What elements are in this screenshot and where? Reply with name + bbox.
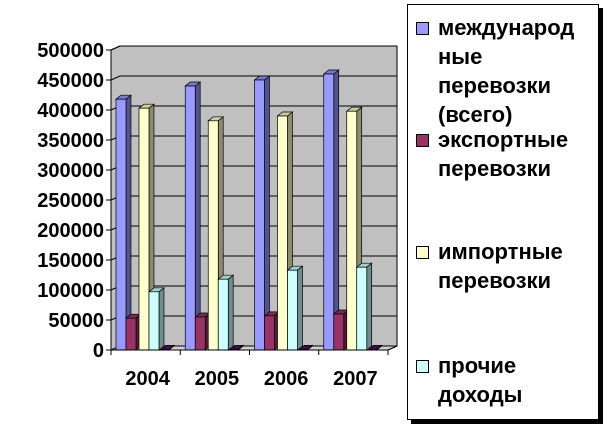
bar-other-2005 bbox=[217, 274, 235, 351]
y-tick-label: 500000 bbox=[37, 40, 104, 62]
gridline bbox=[110, 75, 397, 81]
legend-item-export: экспортные перевозки bbox=[416, 125, 594, 185]
legend-swatch-international bbox=[416, 22, 429, 35]
legend-swatch-other bbox=[416, 360, 429, 373]
y-tick-label: 150000 bbox=[37, 250, 104, 272]
legend-item-international: международ ные перевозки (всего) bbox=[416, 13, 594, 127]
bar-chart: 0 50000 100000 150000 200000 250000 300000 3500… bbox=[37, 40, 398, 390]
bar-other-2006 bbox=[286, 265, 304, 351]
bar-international-2006 bbox=[253, 75, 271, 351]
legend-swatch-import bbox=[416, 246, 429, 259]
legend: международ ные перевозки (всего) экспорт… bbox=[407, 4, 599, 420]
x-tick-label-2005: 2005 bbox=[195, 368, 240, 390]
y-tick-label: 350000 bbox=[37, 130, 104, 152]
y-tick-label: 50000 bbox=[48, 310, 104, 332]
legend-label-other: прочие доходы bbox=[438, 353, 523, 407]
x-tick-label-2006: 2006 bbox=[264, 368, 309, 390]
legend-item-import: импортные перевозки bbox=[416, 237, 594, 297]
y-tick-label: 400000 bbox=[37, 100, 104, 122]
legend-label-international: международ ные перевозки (всего) bbox=[438, 15, 575, 127]
legend-swatch-export bbox=[416, 134, 429, 147]
y-tick-label: 0 bbox=[93, 340, 104, 362]
bars bbox=[115, 69, 383, 351]
bar-international-2005 bbox=[184, 81, 202, 351]
bar-international-2007 bbox=[322, 69, 340, 351]
y-axis-ticks: 0 50000 100000 150000 200000 250000 300000 3500… bbox=[37, 40, 111, 362]
axes bbox=[110, 50, 388, 351]
gridline bbox=[110, 45, 397, 51]
legend-item-other: прочие доходы bbox=[416, 351, 594, 411]
x-tick-label-2004: 2004 bbox=[125, 368, 170, 390]
x-axis-ticks: 2004 2005 2006 2007 bbox=[110, 350, 389, 390]
legend-label-export: экспортные перевозки bbox=[438, 127, 569, 181]
bar-other-2007 bbox=[355, 262, 373, 351]
x-tick-label-2007: 2007 bbox=[333, 368, 378, 390]
y-tick-label: 300000 bbox=[37, 160, 104, 182]
legend-label-import: импортные перевозки bbox=[438, 239, 563, 293]
y-tick-label: 200000 bbox=[37, 220, 104, 242]
y-tick-label: 250000 bbox=[37, 190, 104, 212]
y-tick-label: 100000 bbox=[37, 280, 104, 302]
bar-other-2004 bbox=[148, 287, 165, 351]
y-tick-label: 450000 bbox=[37, 70, 104, 92]
bar-international-2004 bbox=[115, 94, 132, 351]
